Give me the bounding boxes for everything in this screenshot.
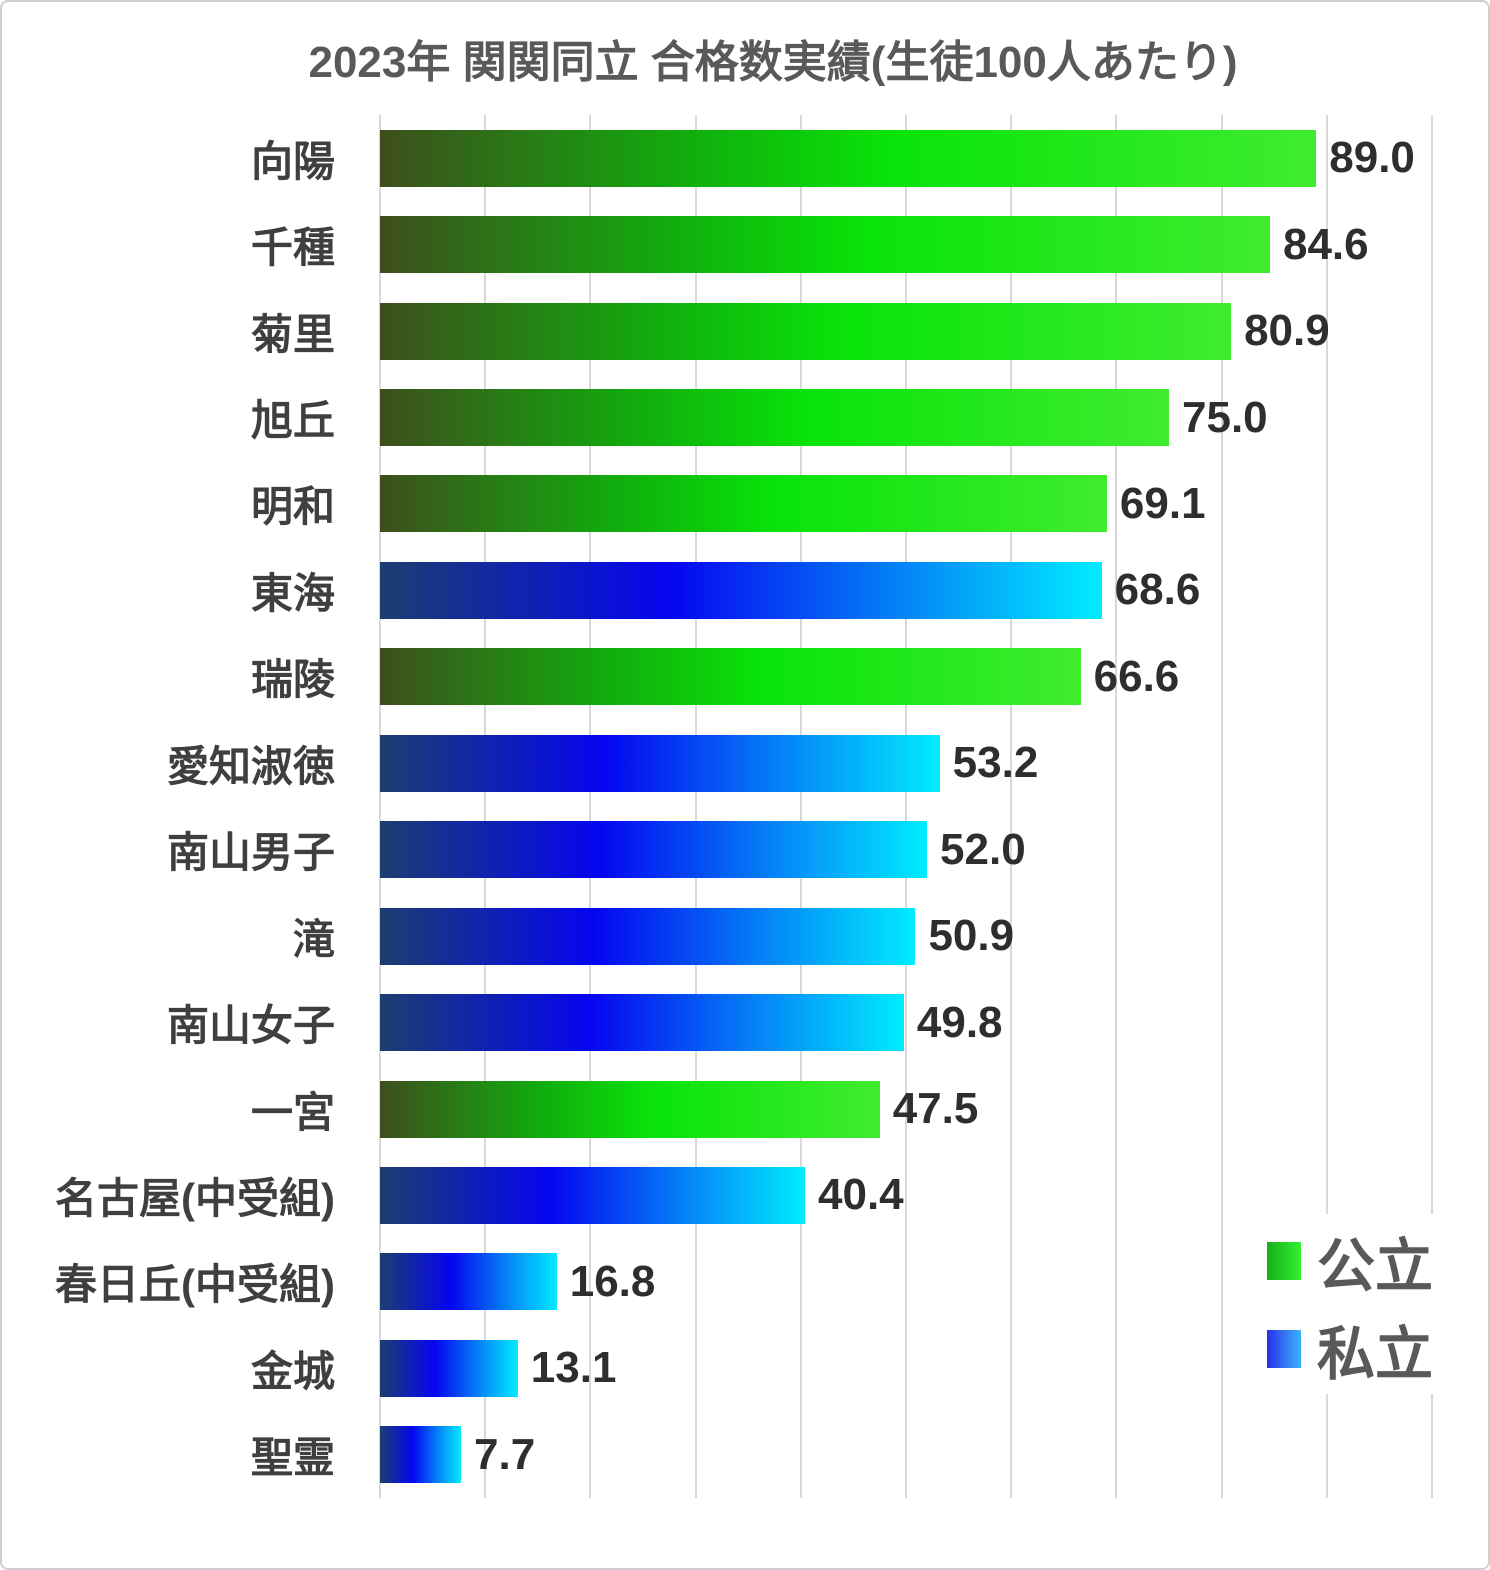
bar-public: [380, 475, 1107, 533]
bar-private: [380, 994, 904, 1052]
category-label: 滝: [292, 915, 335, 963]
gridline: [1010, 115, 1013, 1498]
bar-private: [380, 1166, 805, 1224]
bar-public: [380, 216, 1270, 274]
bar-public: [380, 302, 1232, 360]
bar-private: [380, 907, 916, 965]
category-label: 南山男子: [166, 829, 335, 877]
bar-private: [380, 561, 1102, 619]
category-label: 名古屋(中受組): [55, 1174, 335, 1222]
category-label: 春日丘(中受組): [55, 1261, 335, 1309]
gridline: [799, 115, 802, 1498]
legend-label-public: 公立: [1317, 1234, 1434, 1299]
category-label: 向陽: [250, 137, 335, 185]
category-label: 愛知淑徳: [166, 742, 335, 790]
bar-private: [380, 1426, 461, 1484]
legend: 公立 私立: [1240, 1214, 1488, 1394]
category-label: 千種: [250, 224, 335, 272]
value-label: 84.6: [1282, 219, 1369, 269]
category-label: 明和: [250, 483, 335, 531]
bar-public: [380, 389, 1169, 447]
category-label: 聖霊: [250, 1434, 335, 1482]
value-label: 49.8: [916, 997, 1003, 1047]
value-label: 69.1: [1119, 478, 1206, 528]
legend-label-private: 私立: [1317, 1322, 1434, 1387]
gridline: [1220, 115, 1223, 1498]
gridline: [1115, 115, 1118, 1498]
gridline: [1431, 115, 1433, 1498]
category-label: 菊里: [250, 310, 335, 358]
bar-private: [380, 734, 940, 792]
value-label: 40.4: [818, 1170, 904, 1220]
value-label: 68.6: [1114, 565, 1201, 615]
gridline: [1325, 115, 1328, 1498]
legend-swatch-private-icon: [1267, 1330, 1301, 1368]
bar-private: [380, 1253, 557, 1311]
value-label: 7.7: [474, 1429, 536, 1479]
category-label: 東海: [250, 569, 335, 617]
bar-public: [380, 648, 1081, 706]
value-label: 47.5: [892, 1084, 979, 1134]
value-label: 80.9: [1244, 306, 1330, 356]
category-label: 南山女子: [166, 1002, 335, 1050]
category-label: 瑞陵: [250, 656, 335, 704]
gridline: [484, 115, 487, 1498]
legend-item-public: 公立: [1267, 1232, 1433, 1299]
category-label: 一宮: [250, 1088, 335, 1136]
value-label: 89.0: [1329, 133, 1415, 183]
legend-item-private: 私立: [1267, 1320, 1433, 1387]
value-label: 13.1: [530, 1343, 617, 1393]
bar-private: [380, 821, 928, 879]
value-label: 66.6: [1093, 651, 1180, 701]
bar-public: [380, 129, 1317, 187]
gridline: [589, 115, 592, 1498]
gridline: [694, 115, 697, 1498]
value-label: 50.9: [928, 911, 1015, 961]
bar-private: [380, 1339, 518, 1397]
gridline: [379, 115, 381, 1498]
value-label: 52.0: [940, 824, 1026, 874]
value-label: 16.8: [569, 1256, 656, 1306]
legend-swatch-public-icon: [1267, 1242, 1301, 1280]
chart-title: 2023年 関関同立 合格数実績(生徒100人あたり): [308, 38, 1238, 87]
bar-public: [380, 1080, 880, 1138]
value-label: 53.2: [952, 738, 1039, 788]
value-label: 75.0: [1182, 392, 1268, 442]
category-label: 金城: [250, 1347, 335, 1395]
gridline: [905, 115, 907, 1498]
category-label: 旭丘: [250, 397, 335, 445]
